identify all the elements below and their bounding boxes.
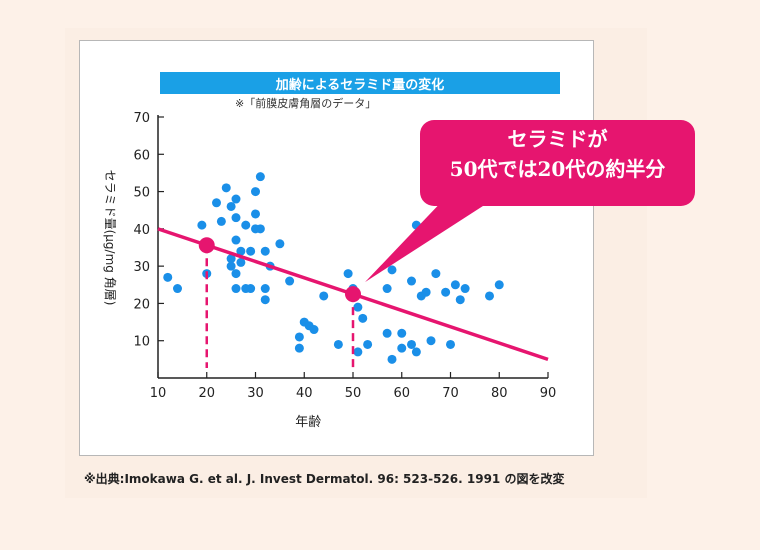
data-point xyxy=(426,336,436,346)
data-point xyxy=(221,183,231,193)
data-point xyxy=(231,235,241,245)
data-point xyxy=(285,276,295,286)
data-point xyxy=(441,287,451,297)
x-tick-label: 30 xyxy=(247,386,264,401)
data-point xyxy=(382,328,392,338)
source-citation: ※出典:Imokawa G. et al. J. Invest Dermatol… xyxy=(84,472,565,486)
data-point xyxy=(446,339,455,349)
data-point xyxy=(382,284,392,294)
y-tick-label: 30 xyxy=(133,260,150,275)
data-point xyxy=(255,172,265,182)
data-point xyxy=(343,269,353,279)
data-point xyxy=(241,220,251,230)
chart-marks xyxy=(157,172,549,368)
data-point xyxy=(231,213,241,223)
data-point xyxy=(494,280,504,290)
data-point xyxy=(275,239,285,249)
data-point xyxy=(226,254,236,264)
callout-bubble xyxy=(420,120,695,206)
chart-subtitle: ※「前膜皮膚角層のデータ」 xyxy=(235,97,377,110)
highlight-point xyxy=(345,286,361,303)
data-point xyxy=(353,302,363,312)
data-point xyxy=(455,295,465,305)
data-point xyxy=(251,209,260,219)
chart-title: 加齢によるセラミド量の変化 xyxy=(160,72,560,94)
data-point xyxy=(251,187,260,197)
data-point xyxy=(411,347,421,357)
data-point xyxy=(231,194,241,204)
data-point xyxy=(431,269,441,279)
x-tick-label: 80 xyxy=(491,386,508,401)
data-point xyxy=(387,265,397,275)
data-point xyxy=(387,354,397,364)
y-tick-label: 40 xyxy=(133,223,150,238)
data-point xyxy=(260,295,270,305)
axes: 10 20 30 40 50 60 70 10 20 30 40 50 60 70 80 90 年齢 セラミド量(… xyxy=(103,111,556,430)
data-point xyxy=(421,287,431,297)
data-point xyxy=(260,246,270,256)
data-point xyxy=(173,284,182,294)
callout-line-2: 50代では20代の約半分 xyxy=(449,157,666,181)
x-tick-label: 90 xyxy=(540,386,557,401)
data-point xyxy=(485,291,494,301)
callout xyxy=(365,120,695,283)
data-point xyxy=(294,343,304,353)
data-point xyxy=(397,328,407,338)
data-point xyxy=(397,343,407,353)
data-point xyxy=(216,216,226,226)
x-tick-label: 60 xyxy=(393,386,410,401)
data-point xyxy=(309,325,319,335)
x-axis-label: 年齢 xyxy=(295,415,321,430)
data-point xyxy=(212,198,221,208)
data-point xyxy=(236,246,246,256)
callout-line-1: セラミドが xyxy=(507,127,608,151)
data-point xyxy=(333,339,343,349)
y-tick-label: 60 xyxy=(133,148,150,163)
x-tick-label: 10 xyxy=(150,386,167,401)
data-point xyxy=(226,261,236,271)
data-point xyxy=(450,280,460,290)
data-point xyxy=(163,272,173,282)
data-point xyxy=(460,284,470,294)
x-tick-label: 20 xyxy=(198,386,215,401)
data-point xyxy=(319,291,329,301)
chart-frame xyxy=(79,40,594,456)
data-point xyxy=(197,220,207,230)
y-axis-label: セラミド量(μg/mg 角層) xyxy=(103,170,117,306)
y-tick-label: 20 xyxy=(133,297,150,312)
data-point xyxy=(358,313,368,323)
data-point xyxy=(226,201,236,211)
data-point xyxy=(260,284,270,294)
data-point xyxy=(236,257,246,267)
highlight-point xyxy=(198,237,215,254)
x-tick-label: 70 xyxy=(442,386,459,401)
x-tick-label: 40 xyxy=(296,386,313,401)
callout-text: セラミドが 50代では20代の約半分 xyxy=(420,124,695,184)
y-tick-label: 50 xyxy=(133,186,150,201)
data-point xyxy=(407,276,416,286)
data-point xyxy=(246,284,256,294)
y-tick-label: 10 xyxy=(133,335,150,350)
data-point xyxy=(294,332,304,342)
data-point xyxy=(353,347,363,357)
callout-pointer xyxy=(365,195,500,283)
data-point xyxy=(363,339,373,349)
y-tick-label: 70 xyxy=(133,111,150,126)
data-point xyxy=(407,339,416,349)
data-point xyxy=(231,269,241,279)
data-point xyxy=(231,284,241,294)
data-point xyxy=(255,224,265,234)
data-point xyxy=(246,246,256,256)
x-tick-label: 50 xyxy=(345,386,362,401)
